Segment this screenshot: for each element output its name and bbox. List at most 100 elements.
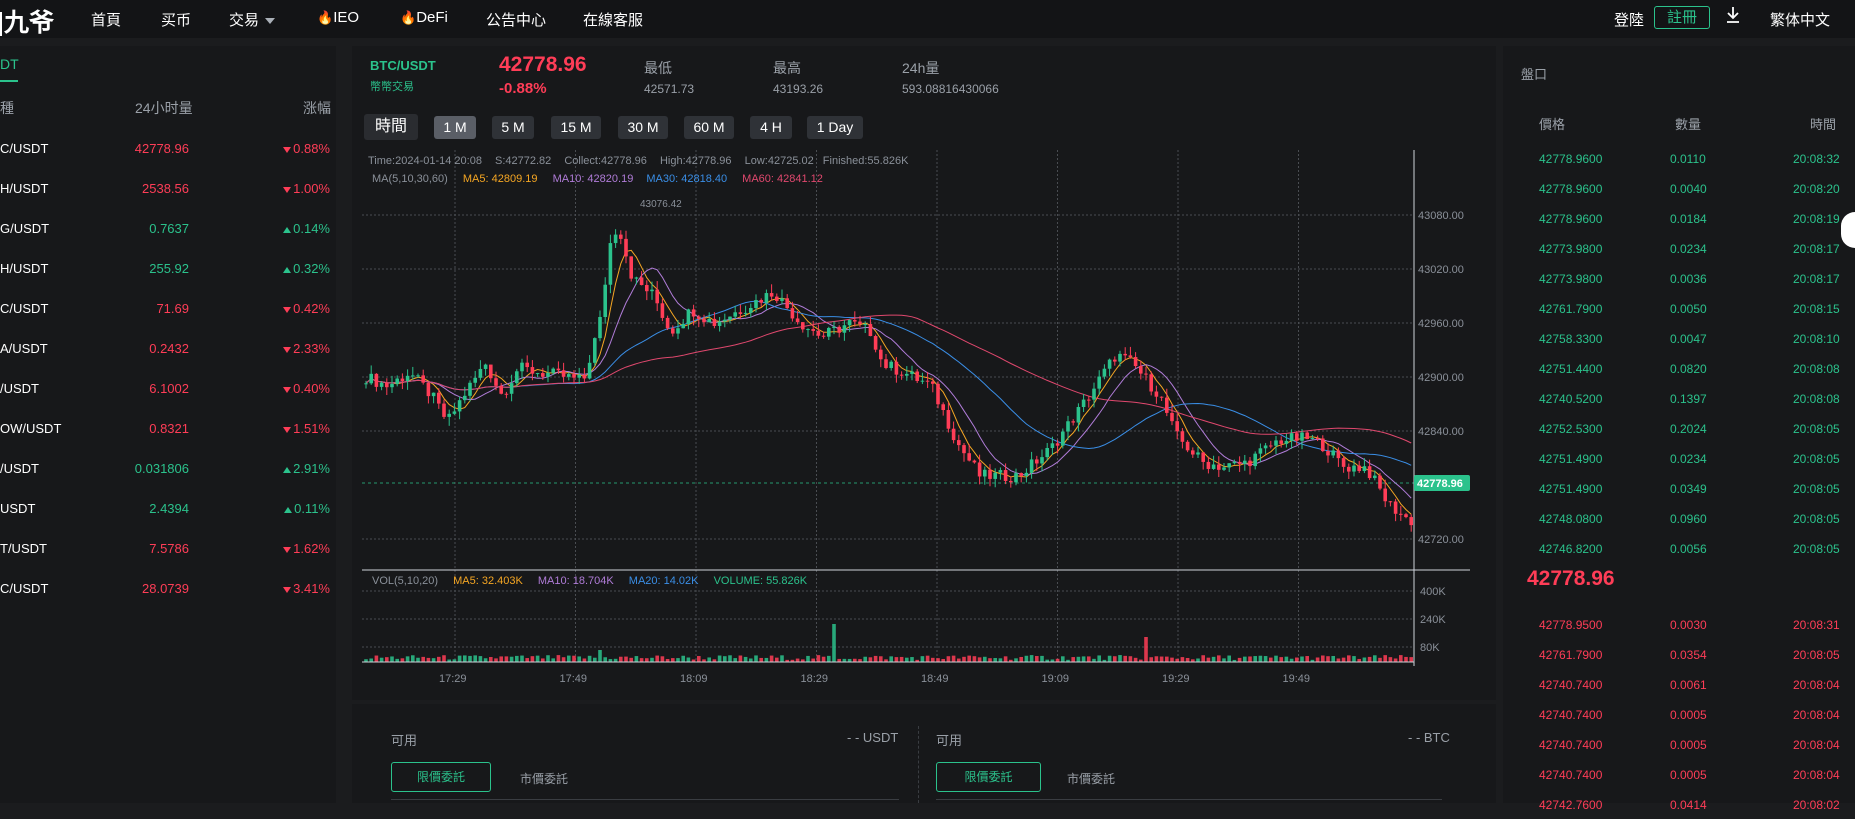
market-row[interactable]: H/USDT 255.92 0.32%	[0, 248, 336, 288]
market-row[interactable]: H/USDT 2538.56 1.00%	[0, 168, 336, 208]
ob-amount: 0.0061	[1670, 678, 1707, 692]
candle-body	[1279, 440, 1283, 444]
volume-bar	[1409, 657, 1413, 662]
order-book-buy-row[interactable]: 42748.0800 0.0960 20:08:05	[1503, 503, 1855, 533]
volume-bar	[1118, 655, 1122, 662]
order-book-buy-row[interactable]: 42773.9800 0.0234 20:08:17	[1503, 233, 1855, 263]
nav-defi[interactable]: 🔥DeFi	[400, 9, 448, 26]
volume-bar	[728, 655, 732, 662]
download-icon[interactable]	[1725, 5, 1741, 25]
market-row[interactable]: /USDT 6.1002 0.40%	[0, 368, 336, 408]
order-book-buy-row[interactable]: 42752.5300 0.2024 20:08:05	[1503, 413, 1855, 443]
order-book-sell-row[interactable]: 42742.7600 0.0414 20:08:02	[1503, 789, 1855, 819]
volume-bar	[520, 655, 524, 662]
volume-bar	[821, 656, 826, 662]
interval-30m[interactable]: 30 M	[618, 116, 668, 139]
nav-online-support[interactable]: 在線客服	[583, 12, 644, 29]
candle-body	[1133, 357, 1138, 367]
ob-amount: 0.0005	[1670, 708, 1707, 722]
volume-bar	[463, 655, 467, 662]
market-symbol: G/USDT	[0, 221, 50, 236]
order-book-sell-row[interactable]: 42740.7400 0.0005 20:08:04	[1503, 729, 1855, 759]
ob-time: 20:08:15	[1793, 302, 1840, 316]
market-row[interactable]: A/USDT 0.2432 2.33%	[0, 328, 336, 368]
nav-announcements[interactable]: 公告中心	[486, 12, 547, 29]
candle-body	[811, 329, 815, 331]
header-volume[interactable]: 24小时量	[135, 100, 193, 116]
market-row[interactable]: C/USDT 42778.96 0.88%	[0, 128, 336, 168]
pair-name: BTC/USDT	[370, 58, 436, 73]
order-book-buy-row[interactable]: 42746.8200 0.0056 20:08:05	[1503, 533, 1855, 563]
market-row[interactable]: T/USDT 7.5786 1.62%	[0, 528, 336, 568]
time-mode-button[interactable]: 時間	[364, 114, 418, 140]
candle-body	[1107, 359, 1112, 369]
header-name[interactable]: 種	[0, 100, 14, 116]
volume-bar	[1367, 656, 1372, 662]
order-book-buy-row[interactable]: 42778.9600 0.0184 20:08:19	[1503, 203, 1855, 233]
candle-body	[1263, 445, 1268, 449]
candle-body	[385, 382, 389, 388]
nav-home[interactable]: 首頁	[91, 12, 122, 29]
interval-1m[interactable]: 1 M	[434, 116, 476, 139]
interval-1day[interactable]: 1 Day	[807, 116, 863, 139]
market-order-tab-buy[interactable]: 市價委託	[520, 772, 569, 786]
order-book-panel: 盤口 價格 數量 時間 42778.9600 0.0110 20:08:32 4277…	[1503, 46, 1855, 812]
market-row[interactable]: OW/USDT 0.8321 1.51%	[0, 408, 336, 448]
nav-buy-coin[interactable]: 买币	[161, 12, 192, 29]
order-book-buy-row[interactable]: 42773.9800 0.0036 20:08:17	[1503, 263, 1855, 293]
order-book-sell-row[interactable]: 42740.7400 0.0005 20:08:04	[1503, 699, 1855, 729]
nav-ieo[interactable]: 🔥IEO	[317, 9, 360, 26]
limit-order-tab-buy[interactable]: 限價委託	[391, 762, 491, 792]
volume-bar	[1237, 657, 1242, 662]
market-row[interactable]: USDT 2.4394 0.11%	[0, 488, 336, 528]
market-order-tab-sell[interactable]: 市價委託	[1067, 772, 1116, 786]
tab-usdt[interactable]: DT	[0, 56, 19, 72]
logo[interactable]: 九爷	[0, 3, 54, 39]
order-book-sell-row[interactable]: 42740.7400 0.0005 20:08:04	[1503, 759, 1855, 789]
volume-bar	[1024, 655, 1029, 662]
interval-4h[interactable]: 4 H	[750, 116, 792, 139]
market-row[interactable]: /USDT 0.031806 2.91%	[0, 448, 336, 488]
market-row[interactable]: C/USDT 71.69 0.42%	[0, 288, 336, 328]
volume-bar	[405, 656, 410, 662]
interval-5m[interactable]: 5 M	[492, 116, 534, 139]
order-book-buy-row[interactable]: 42778.9600 0.0040 20:08:20	[1503, 173, 1855, 203]
limit-order-tab-sell[interactable]: 限價委託	[936, 762, 1041, 792]
candle-body	[1237, 461, 1242, 464]
price-input-sell[interactable]	[936, 799, 1442, 804]
price-input-buy[interactable]	[391, 799, 899, 804]
order-book-buy-row[interactable]: 42751.4900 0.0349 20:08:05	[1503, 473, 1855, 503]
candlestick-chart[interactable]: 43080.00 43020.00 42960.00 42900.00 42840.00…	[362, 150, 1486, 690]
volume-bar	[587, 655, 592, 662]
volume-bar	[1102, 659, 1107, 662]
order-book-sell-row[interactable]: 42740.7400 0.0061 20:08:04	[1503, 669, 1855, 699]
order-book-buy-row[interactable]: 42758.3300 0.0047 20:08:10	[1503, 323, 1855, 353]
order-book-buy-row[interactable]: 42740.5200 0.1397 20:08:08	[1503, 383, 1855, 413]
candle-body	[1201, 452, 1205, 462]
order-book-sell-row[interactable]: 42778.9500 0.0030 20:08:31	[1503, 609, 1855, 639]
register-button[interactable]: 註冊	[1654, 6, 1710, 29]
order-book-buy-row[interactable]: 42751.4400 0.0820 20:08:08	[1503, 353, 1855, 383]
volume-bar	[749, 658, 753, 662]
order-book-buy-row[interactable]: 42761.7900 0.0050 20:08:15	[1503, 293, 1855, 323]
ob-time: 20:08:08	[1793, 392, 1840, 406]
order-book-buy-row[interactable]: 42778.9600 0.0110 20:08:32	[1503, 143, 1855, 173]
order-book-sell-row[interactable]: 42761.7900 0.0354 20:08:05	[1503, 639, 1855, 669]
market-price: 42778.96	[134, 141, 189, 156]
interval-60m[interactable]: 60 M	[684, 116, 734, 139]
order-book-buy-row[interactable]: 42751.4900 0.0234 20:08:05	[1503, 443, 1855, 473]
language-selector[interactable]: 繁体中文	[1770, 12, 1831, 29]
flame-icon: 🔥	[317, 10, 334, 25]
market-row[interactable]: G/USDT 0.7637 0.14%	[0, 208, 336, 248]
side-float-handle[interactable]	[1841, 212, 1855, 248]
market-row[interactable]: C/USDT 28.0739 3.41%	[0, 568, 336, 608]
candle-body	[639, 277, 644, 286]
ob-amount: 0.0110	[1670, 152, 1706, 166]
nav-trade[interactable]: 交易	[229, 9, 276, 30]
market-symbol: OW/USDT	[0, 421, 62, 436]
ma-lines	[365, 249, 1412, 515]
volume-bar	[1139, 659, 1143, 662]
interval-15m[interactable]: 15 M	[551, 116, 601, 139]
login-link[interactable]: 登陸	[1614, 12, 1645, 29]
header-change[interactable]: 涨幅	[303, 100, 331, 116]
